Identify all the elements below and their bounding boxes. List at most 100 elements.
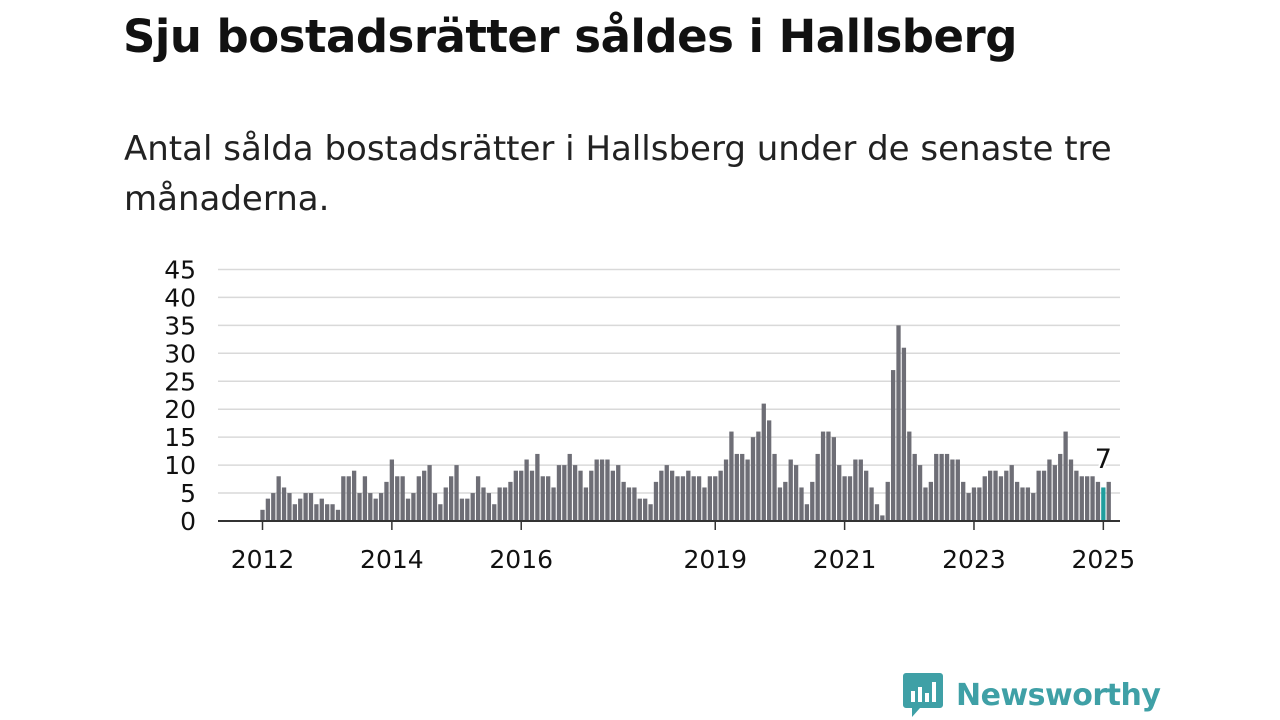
bar bbox=[815, 453, 820, 521]
bar bbox=[680, 476, 686, 521]
bar bbox=[599, 459, 605, 521]
bar bbox=[271, 493, 276, 521]
brand-name: Newsworthy bbox=[956, 677, 1161, 713]
bar bbox=[1009, 465, 1014, 521]
bar bbox=[643, 498, 648, 521]
bar bbox=[567, 453, 572, 521]
bar bbox=[896, 325, 901, 521]
newsworthy-logo-icon bbox=[903, 673, 943, 717]
bar bbox=[939, 453, 944, 521]
bar bbox=[837, 465, 842, 521]
bar bbox=[373, 498, 378, 521]
bar bbox=[497, 487, 502, 521]
bar bbox=[314, 504, 319, 521]
bar bbox=[734, 453, 739, 521]
bar bbox=[632, 487, 637, 521]
bar bbox=[546, 476, 551, 521]
bar bbox=[556, 465, 562, 521]
bar bbox=[427, 465, 432, 521]
bar bbox=[885, 481, 890, 521]
bar bbox=[502, 487, 508, 521]
bar bbox=[810, 481, 815, 521]
bar bbox=[998, 476, 1004, 521]
bar bbox=[341, 476, 346, 521]
bar bbox=[804, 504, 810, 521]
bar bbox=[357, 493, 362, 521]
bar bbox=[378, 493, 384, 521]
bar bbox=[578, 470, 583, 521]
x-tick-label: 2016 bbox=[489, 545, 553, 574]
bar bbox=[449, 476, 454, 521]
bar bbox=[944, 453, 950, 521]
bar bbox=[955, 459, 960, 521]
bar bbox=[723, 459, 729, 521]
bar bbox=[405, 498, 411, 521]
bar bbox=[874, 504, 880, 521]
bar bbox=[395, 476, 400, 521]
bar bbox=[605, 459, 610, 521]
bar bbox=[1090, 476, 1095, 521]
bar bbox=[481, 487, 486, 521]
x-tick-label: 2019 bbox=[683, 545, 747, 574]
bar bbox=[486, 493, 492, 521]
bar bbox=[783, 481, 788, 521]
bar bbox=[831, 437, 836, 521]
bar bbox=[276, 476, 281, 521]
bar bbox=[691, 476, 696, 521]
bar bbox=[432, 493, 438, 521]
bar bbox=[923, 487, 928, 521]
bar bbox=[416, 476, 421, 521]
bar bbox=[459, 498, 465, 521]
bar bbox=[346, 476, 351, 521]
bar bbox=[820, 431, 826, 521]
bar bbox=[443, 487, 448, 521]
bar bbox=[384, 481, 389, 521]
bar bbox=[438, 504, 443, 521]
bar bbox=[1036, 470, 1041, 521]
bar bbox=[475, 476, 481, 521]
bar bbox=[761, 403, 766, 521]
y-tick-label: 10 bbox=[164, 451, 196, 480]
bar bbox=[422, 470, 427, 521]
bar bbox=[864, 470, 869, 521]
bar bbox=[1068, 459, 1074, 521]
bar bbox=[1095, 481, 1101, 521]
bar bbox=[966, 493, 971, 521]
bar bbox=[513, 470, 518, 521]
x-tick-label: 2014 bbox=[360, 545, 424, 574]
bar bbox=[988, 470, 993, 521]
bar bbox=[535, 453, 540, 521]
bar bbox=[648, 504, 653, 521]
y-tick-label: 0 bbox=[180, 507, 196, 536]
bar bbox=[669, 470, 675, 521]
bar bbox=[696, 476, 702, 521]
bar bbox=[934, 453, 939, 521]
bar bbox=[308, 493, 314, 521]
bar bbox=[1025, 487, 1031, 521]
bar bbox=[869, 487, 874, 521]
bar bbox=[718, 470, 723, 521]
annotations: 7 bbox=[1093, 442, 1114, 477]
bar bbox=[702, 487, 707, 521]
y-tick-label: 40 bbox=[164, 283, 196, 312]
bar bbox=[589, 470, 594, 521]
bar bbox=[890, 370, 896, 521]
bar bbox=[971, 487, 977, 521]
y-tick-label: 30 bbox=[164, 339, 196, 368]
bar bbox=[799, 487, 804, 521]
y-tick-label: 25 bbox=[164, 367, 196, 396]
bar bbox=[793, 465, 799, 521]
bar bbox=[1031, 493, 1036, 521]
bar bbox=[740, 453, 745, 521]
x-tick-label: 2025 bbox=[1072, 545, 1136, 574]
bar bbox=[583, 487, 589, 521]
bar bbox=[961, 481, 966, 521]
bar bbox=[621, 481, 626, 521]
bar bbox=[1074, 470, 1079, 521]
bar bbox=[653, 481, 659, 521]
bar bbox=[729, 431, 734, 521]
x-tick-label: 2012 bbox=[231, 545, 295, 574]
bar bbox=[265, 498, 271, 521]
bar bbox=[1020, 487, 1025, 521]
